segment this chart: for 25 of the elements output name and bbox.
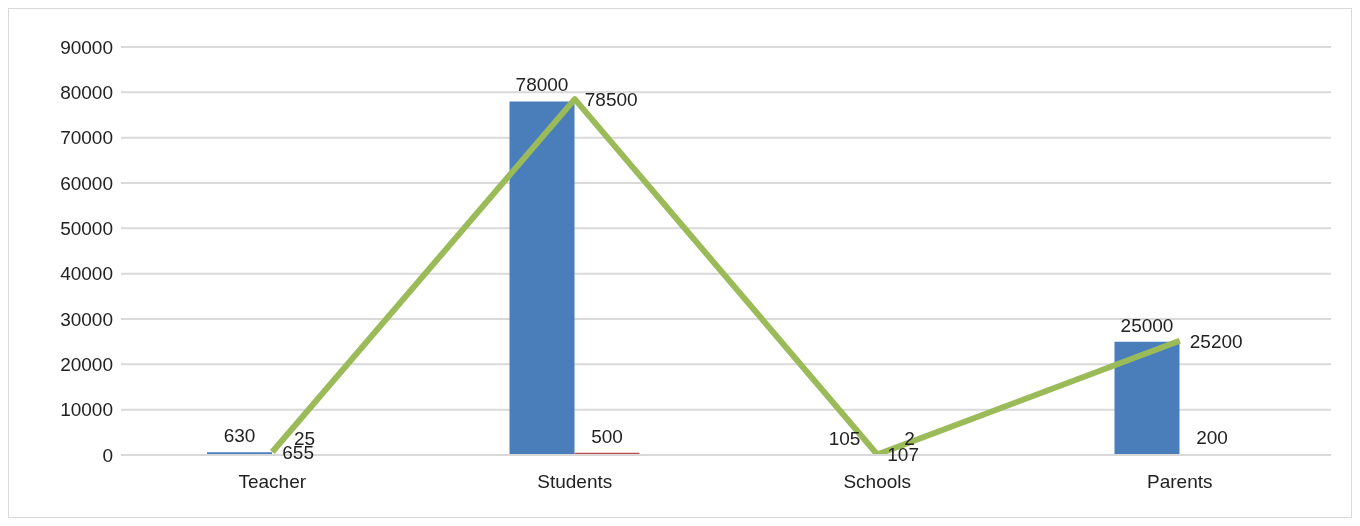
x-tick-label: Parents <box>1147 471 1213 493</box>
data-label: 500 <box>591 425 623 447</box>
y-tick-label: 0 <box>102 444 113 466</box>
y-tick-label: 70000 <box>60 127 113 149</box>
y-tick-label: 10000 <box>60 399 113 421</box>
data-label: 107 <box>887 444 919 466</box>
data-label: 200 <box>1196 427 1228 449</box>
data-label: 78500 <box>584 88 638 110</box>
y-tick-label: 30000 <box>60 308 113 330</box>
y-tick-label: 50000 <box>60 218 113 240</box>
y-tick-label: 60000 <box>60 172 113 194</box>
y-tick-label: 80000 <box>60 82 113 104</box>
y-tick-label: 90000 <box>60 36 113 58</box>
bar <box>1114 341 1180 455</box>
data-label: 78000 <box>515 74 569 96</box>
y-tick-label: 40000 <box>60 263 113 285</box>
x-tick-label: Schools <box>843 471 912 493</box>
data-label: 630 <box>223 425 256 447</box>
x-tick-label: Teacher <box>238 471 307 493</box>
data-label: 25000 <box>1120 314 1174 336</box>
bar <box>509 101 575 455</box>
data-label: 25200 <box>1189 330 1243 352</box>
data-label: 105 <box>828 427 861 449</box>
y-tick-label: 20000 <box>60 354 113 376</box>
x-tick-label: Students <box>537 471 613 493</box>
